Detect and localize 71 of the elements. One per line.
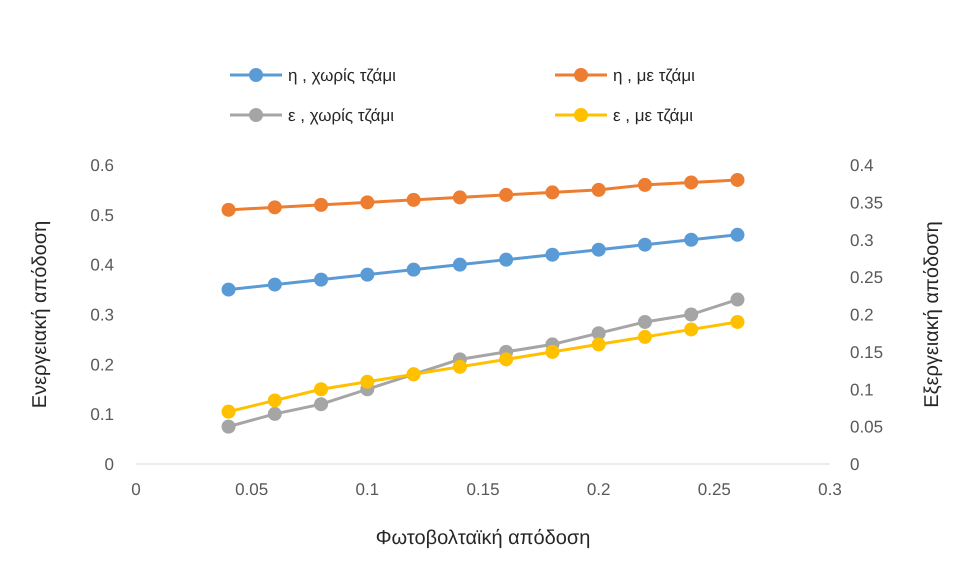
legend-label: ε , με τζάμι — [613, 106, 694, 125]
point — [545, 344, 560, 359]
y2-tick-label: 0.2 — [850, 306, 874, 324]
point — [730, 314, 744, 329]
x-tick-label: 0 — [131, 480, 141, 499]
point — [406, 262, 421, 277]
point — [638, 314, 652, 329]
point — [222, 404, 236, 419]
y2-axis-title: Εξεργειακή απόδοση — [921, 221, 943, 408]
point — [592, 242, 606, 257]
y-tick-label: 0.4 — [90, 256, 114, 275]
point — [452, 360, 467, 374]
point — [268, 393, 282, 408]
y2-tick-label: 0.05 — [850, 418, 884, 437]
point — [268, 406, 282, 421]
y-tick-label: 0.3 — [90, 306, 114, 324]
point — [545, 185, 560, 200]
point — [452, 258, 467, 272]
point — [314, 272, 328, 287]
point — [314, 397, 328, 412]
point — [360, 195, 374, 210]
x-tick-label: 0.05 — [235, 480, 268, 499]
y2-tick-label: 0.25 — [850, 268, 884, 288]
point — [268, 200, 282, 214]
point — [592, 182, 606, 197]
x-axis-title: Φωτοβολταϊκή απόδοση — [376, 527, 590, 549]
point — [638, 238, 652, 252]
x-tick-label: 0.15 — [466, 480, 500, 499]
point — [314, 382, 328, 396]
point — [684, 232, 698, 247]
y-tick-label: 0 — [104, 455, 114, 474]
point — [684, 308, 698, 322]
point — [730, 228, 744, 242]
x-tick-label: 0.1 — [356, 480, 380, 499]
point — [222, 282, 236, 297]
y-tick-label: 0.1 — [90, 405, 114, 424]
y2-tick-label: 0.1 — [850, 380, 874, 400]
y-axis-title: Ενεργειακή απόδοση — [29, 220, 51, 408]
point — [638, 330, 652, 344]
point — [730, 172, 744, 187]
point — [730, 292, 744, 307]
y-tick-label: 0.2 — [90, 355, 114, 374]
y2-tick-label: 0 — [850, 455, 860, 474]
y2-tick-label: 0.4 — [850, 156, 874, 175]
x-tick-label: 0.25 — [698, 480, 731, 499]
point — [314, 198, 328, 212]
point — [684, 175, 698, 190]
point — [360, 268, 374, 282]
x-tick-label: 0.3 — [818, 480, 842, 499]
point — [545, 248, 560, 262]
legend-label: η , χωρίς τζάμι — [288, 66, 396, 85]
point — [592, 337, 606, 352]
y2-tick-label: 0.15 — [850, 342, 884, 362]
y-tick-label: 0.6 — [90, 156, 114, 175]
legend-label: η , με τζάμι — [613, 66, 696, 85]
point — [684, 322, 698, 336]
point — [499, 352, 514, 366]
y2-tick-label: 0.35 — [850, 193, 884, 212]
y-tick-label: 0.5 — [90, 206, 114, 225]
point — [222, 420, 236, 434]
y2-tick-label: 0.3 — [850, 230, 874, 250]
point — [222, 202, 236, 217]
point — [360, 374, 374, 389]
point — [268, 278, 282, 292]
point — [499, 188, 514, 202]
legend-label: ε , χωρίς τζάμι — [288, 106, 394, 125]
point — [638, 178, 652, 192]
point — [499, 252, 514, 267]
point — [452, 190, 467, 204]
point — [406, 192, 421, 207]
x-tick-label: 0.2 — [586, 480, 610, 499]
